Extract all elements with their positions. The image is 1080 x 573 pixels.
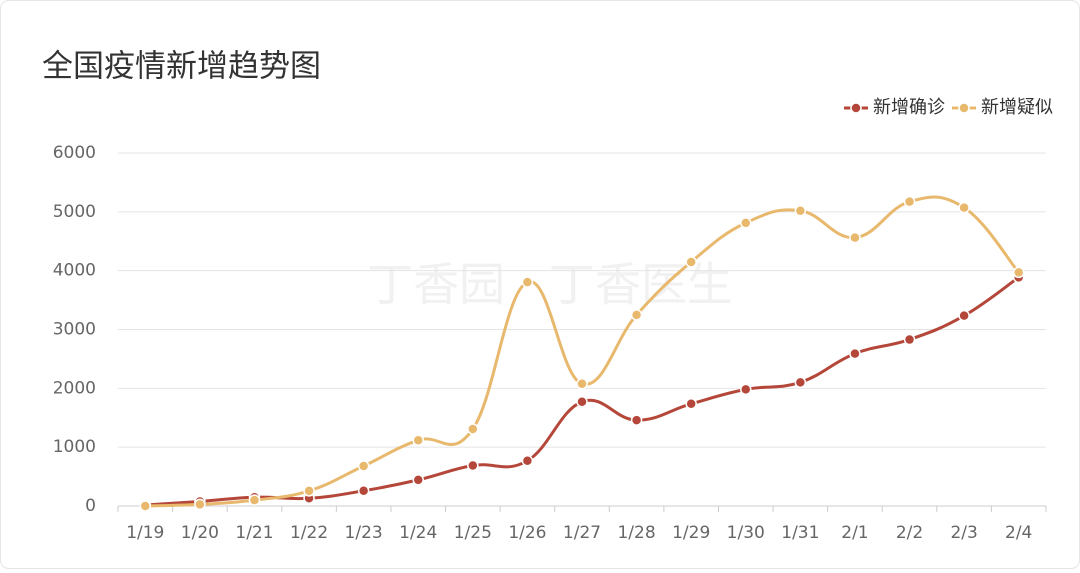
point bbox=[467, 423, 479, 435]
x-tick-label: 1/30 bbox=[727, 523, 765, 543]
x-tick-label: 2/3 bbox=[950, 523, 977, 543]
x-tick-label: 1/22 bbox=[290, 523, 328, 543]
point bbox=[521, 276, 534, 288]
y-tick-label: 0 bbox=[85, 496, 96, 516]
x-tick-label: 1/21 bbox=[235, 523, 273, 543]
x-tick-label: 1/26 bbox=[508, 523, 546, 543]
point bbox=[903, 195, 916, 208]
x-tick-label: 1/23 bbox=[345, 523, 383, 543]
point bbox=[576, 396, 588, 408]
x-tick-label: 1/24 bbox=[399, 523, 437, 543]
x-tick-label: 1/20 bbox=[181, 523, 219, 543]
point bbox=[576, 378, 588, 390]
point bbox=[357, 485, 370, 497]
x-tick-label: 2/2 bbox=[896, 523, 923, 543]
legend-marker bbox=[850, 102, 862, 114]
point bbox=[194, 498, 206, 511]
point bbox=[139, 500, 152, 512]
point bbox=[685, 398, 697, 410]
legend-label: 新增确诊 bbox=[873, 97, 945, 118]
point bbox=[849, 347, 861, 360]
point bbox=[248, 494, 261, 506]
point bbox=[958, 201, 970, 214]
point bbox=[903, 333, 916, 346]
point bbox=[794, 204, 807, 217]
point bbox=[794, 376, 807, 389]
point bbox=[630, 414, 643, 426]
y-tick-label: 6000 bbox=[53, 143, 96, 163]
point bbox=[467, 459, 479, 472]
x-tick-label: 1/28 bbox=[617, 523, 655, 543]
point bbox=[958, 309, 970, 322]
x-tick-label: 2/1 bbox=[841, 523, 868, 543]
chart-title: 全国疫情新增趋势图 bbox=[42, 49, 321, 85]
x-tick-label: 1/25 bbox=[454, 523, 492, 543]
point bbox=[740, 217, 752, 229]
x-tick-label: 1/31 bbox=[781, 523, 819, 543]
watermark: 丁香园 · 丁香医生 bbox=[367, 258, 733, 312]
y-tick-label: 2000 bbox=[53, 378, 96, 398]
point bbox=[521, 455, 534, 467]
point bbox=[630, 309, 643, 321]
x-tick-label: 1/19 bbox=[126, 523, 164, 543]
point bbox=[357, 460, 370, 472]
y-tick-label: 5000 bbox=[53, 202, 96, 222]
y-tick-label: 1000 bbox=[53, 437, 96, 457]
x-tick-label: 1/27 bbox=[563, 523, 601, 543]
legend-label: 新增疑似 bbox=[981, 97, 1053, 118]
y-tick-label: 4000 bbox=[53, 261, 96, 281]
point bbox=[685, 256, 697, 268]
point bbox=[412, 474, 424, 486]
legend-marker bbox=[958, 102, 970, 114]
point bbox=[303, 485, 315, 497]
point bbox=[740, 383, 752, 396]
y-tick-label: 3000 bbox=[53, 320, 96, 340]
point bbox=[412, 434, 424, 446]
x-tick-label: 2/4 bbox=[1005, 523, 1032, 543]
point bbox=[1012, 266, 1025, 279]
point bbox=[849, 231, 861, 244]
x-tick-label: 1/29 bbox=[672, 523, 710, 543]
